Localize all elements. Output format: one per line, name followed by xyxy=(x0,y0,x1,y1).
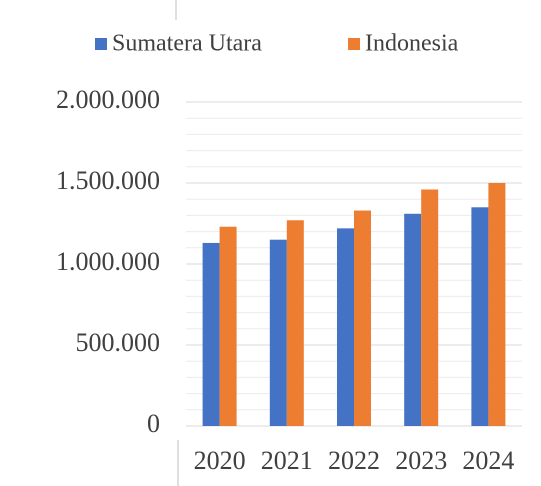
bar xyxy=(286,220,304,426)
bar xyxy=(219,226,237,426)
legend-swatch xyxy=(348,38,360,50)
x-tick-label: 2023 xyxy=(395,446,447,475)
y-tick-label: 0 xyxy=(147,409,160,438)
bar xyxy=(421,189,439,426)
y-tick-label: 2.000.000 xyxy=(56,85,160,114)
x-tick-label: 2020 xyxy=(194,446,246,475)
x-tick-label: 2024 xyxy=(462,446,514,475)
legend-swatch xyxy=(95,38,107,50)
bar xyxy=(488,183,506,426)
bar xyxy=(471,207,489,426)
x-tick-label: 2021 xyxy=(261,446,313,475)
y-tick-label: 500.000 xyxy=(76,328,161,357)
y-tick-label: 1.500.000 xyxy=(56,166,160,195)
y-tick-label: 1.000.000 xyxy=(56,247,160,276)
legend-label: Indonesia xyxy=(365,31,459,57)
bar xyxy=(404,213,422,426)
bar xyxy=(337,228,354,426)
x-tick-label: 2022 xyxy=(328,446,380,475)
legend-label: Sumatera Utara xyxy=(112,31,262,57)
bar xyxy=(269,239,287,426)
bar xyxy=(354,210,371,426)
bar xyxy=(202,242,220,426)
